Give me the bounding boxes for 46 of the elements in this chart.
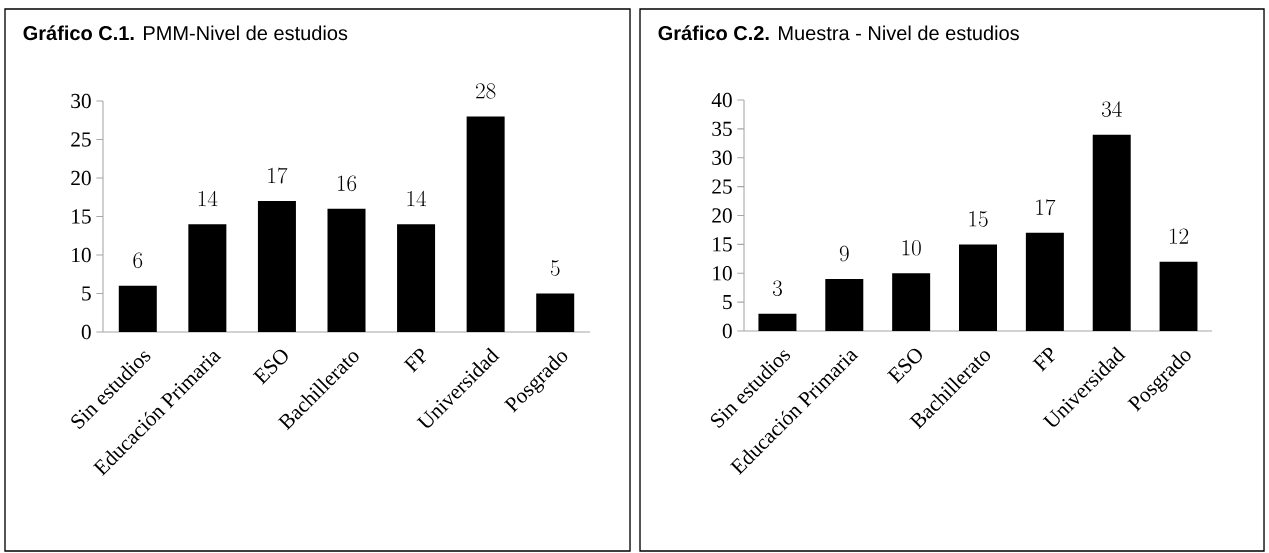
bar <box>1159 261 1198 331</box>
chart-title: Gráfico C.1. PMM-Nivel de estudios <box>23 25 348 41</box>
data-label: 17 <box>1036 199 1056 216</box>
data-label: 14 <box>407 190 427 207</box>
bar <box>1025 232 1064 331</box>
y-tick-label: 20 <box>71 170 91 186</box>
data-label: 12 <box>1170 228 1189 244</box>
bar <box>466 116 505 332</box>
y-tick-label: 5 <box>82 286 91 301</box>
y-tick-label: 0 <box>81 324 91 340</box>
data-label: 34 <box>1101 101 1122 117</box>
data-label: 16 <box>337 175 357 192</box>
data-label: 17 <box>268 167 288 184</box>
data-label: 14 <box>198 190 218 207</box>
chart-title: Gráfico C.2. Muestra - Nivel de estudios <box>658 25 1019 41</box>
data-label: 28 <box>476 83 496 99</box>
y-tick-label: 25 <box>71 132 91 147</box>
data-label: 15 <box>969 211 988 227</box>
y-tick-label: 40 <box>711 92 732 108</box>
bar <box>397 224 436 332</box>
data-label: 9 <box>839 245 849 262</box>
y-tick-label: 15 <box>713 237 732 252</box>
data-label: 10 <box>902 239 921 256</box>
bar <box>959 244 998 331</box>
bar <box>1092 134 1131 331</box>
y-tick-label: 15 <box>72 209 91 224</box>
y-tick-label: 0 <box>722 323 732 339</box>
bar <box>825 279 864 331</box>
bar <box>257 201 296 332</box>
y-tick-label: 10 <box>713 266 732 281</box>
y-tick-label: 5 <box>723 295 732 310</box>
y-tick-label: 20 <box>712 208 732 223</box>
data-label: 5 <box>550 260 560 276</box>
bar <box>118 285 157 332</box>
data-label: 3 <box>772 280 782 297</box>
data-label: 6 <box>133 252 143 269</box>
bar <box>188 224 227 332</box>
y-tick-label: 10 <box>72 247 91 263</box>
bar <box>892 273 931 331</box>
y-tick-label: 30 <box>712 150 732 165</box>
bar <box>327 208 366 332</box>
bar <box>536 293 575 332</box>
bar <box>758 313 797 331</box>
y-tick-label: 30 <box>71 93 91 109</box>
y-tick-label: 25 <box>712 179 732 194</box>
y-tick-label: 35 <box>712 121 732 137</box>
